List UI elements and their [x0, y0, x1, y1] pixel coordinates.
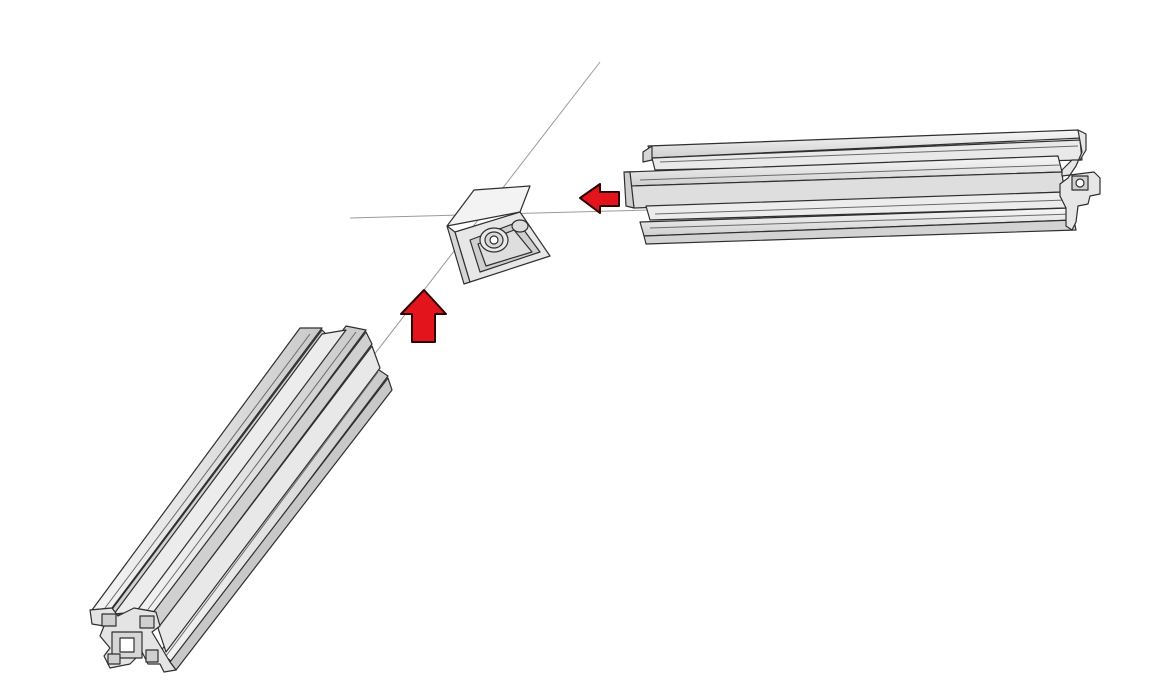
connector-top-face: [446, 185, 531, 227]
extrusion-right-middle-lip: [623, 171, 635, 209]
extrusion-left: [89, 325, 393, 673]
extrusion-left-rail-4: [151, 331, 373, 627]
bolt-hex-socket: [489, 235, 499, 245]
corner-connector: [446, 185, 551, 285]
extrusion-right-grooves: [639, 145, 1079, 229]
extrusion-right-top-rail-lip: [642, 145, 653, 163]
extrusion-right-bottom-face: [643, 219, 1077, 245]
extrusion-left-slot-2: [157, 345, 381, 653]
extrusion-right-end-section: [1059, 129, 1101, 231]
bolt-nut: [511, 219, 529, 233]
assembly-arrows: [400, 183, 620, 343]
arrow-left-icon: [579, 183, 620, 214]
arrow-up-icon: [400, 289, 447, 343]
extrusion-left-grooves: [101, 331, 379, 657]
extrusion-right: [623, 129, 1101, 245]
extrusion-left-end-section: [89, 607, 177, 673]
